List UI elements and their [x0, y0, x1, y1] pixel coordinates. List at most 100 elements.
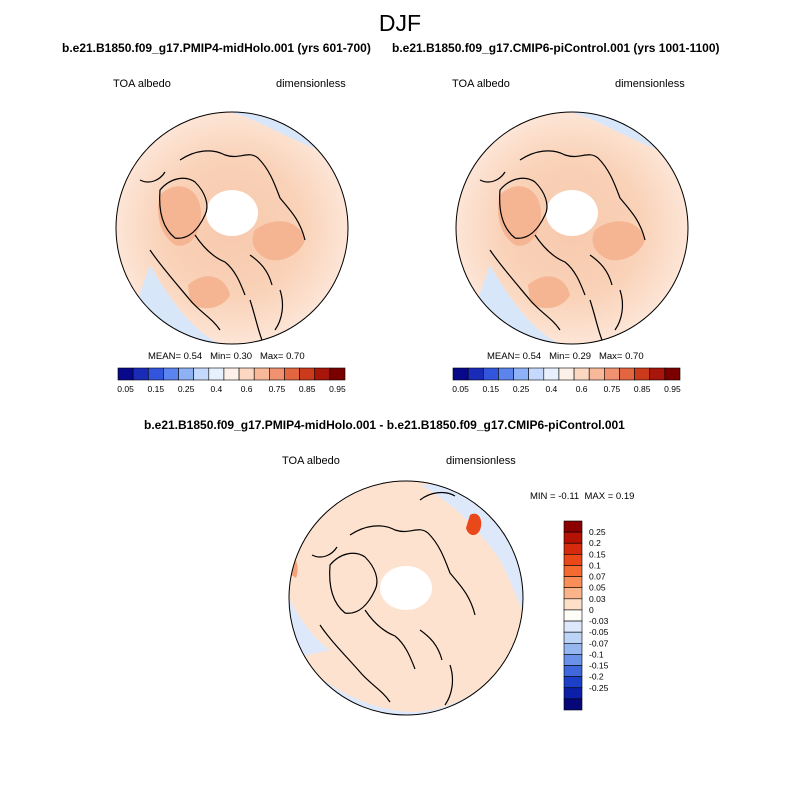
panel3-colorbar-tick-label: 0.1 — [589, 560, 601, 570]
panel2-pacific-low-albedo — [460, 265, 688, 344]
panel3-colorbar-tick-label: 0.25 — [589, 527, 606, 537]
panel1-colorbar-tick-label: 0.6 — [241, 384, 253, 394]
panel2-colorbar-box — [558, 367, 575, 381]
panel3-colorbar-box — [563, 531, 583, 544]
panel1-colorbar-box — [132, 367, 149, 381]
panel1-coastlines — [139, 150, 306, 341]
panel2-mean-value: 0.54 — [522, 351, 542, 362]
panel1-colorbar-tick-label: 0.4 — [210, 384, 222, 394]
panel2-siberia-orange — [592, 221, 645, 261]
panel3-colorbar-tick-label: -0.15 — [589, 661, 609, 671]
panel1-colorbar-box — [253, 367, 270, 381]
panel1-pole-hole — [206, 190, 258, 236]
panel2-max-label: Max= — [598, 351, 623, 362]
panel3-colorbar-box — [563, 687, 583, 700]
panel1-colorbar-box — [284, 367, 300, 381]
panel3-colorbar-tick-label: -0.03 — [589, 616, 609, 626]
panel1-colorbar: 0.05 0.15 0.25 0.4 0.6 0.75 0.85 0.95 — [117, 367, 346, 394]
panel3-positive-spot-2 — [289, 550, 298, 578]
panel2-colorbar-tick-label: 0.75 — [604, 384, 621, 394]
panel3-colorbar-tick-label: 0.03 — [589, 594, 606, 604]
figure-title: DJF — [378, 10, 422, 36]
panel3-colorbar-box — [563, 676, 583, 689]
panel1-colorbar-tick-label: 0.95 — [329, 384, 346, 394]
panel2-colorbar-tick-label: 0.6 — [576, 384, 588, 394]
panel2-colorbar-box — [452, 367, 469, 381]
panel2-stats: MEAN= 0.54 Min= 0.29 Max= 0.70 — [487, 351, 644, 362]
panel2-map-border — [455, 111, 689, 345]
panel1-min-label: Min= — [210, 351, 231, 362]
panel1-canada-orange — [188, 276, 230, 309]
panel3-colorbar-box — [563, 631, 583, 644]
panel3-colorbar-tick-label: 0.07 — [589, 572, 606, 582]
panel3-min-value: -0.11 — [558, 491, 580, 502]
panel3-case-title: b.e21.B1850.f09_g17.PMIP4-midHolo.001 - … — [144, 418, 625, 432]
panel2-case-title: b.e21.B1850.f09_g17.CMIP6-piControl.001 … — [392, 41, 720, 55]
panel1-max-label: Max= — [259, 351, 284, 362]
panel2-colorbar-tick-label: 0.15 — [483, 384, 500, 394]
panel1-colorbar-tick-label: 0.05 — [117, 384, 134, 394]
panel2-variable-label: TOA albedo — [452, 78, 510, 90]
panel3-colorbar-tick-label: 0.05 — [589, 583, 606, 593]
panel3-coastlines — [311, 491, 476, 706]
panel3-max-value: 0.19 — [615, 491, 635, 502]
panel3-colorbar-box — [563, 654, 583, 666]
panel1-colorbar-box — [193, 367, 210, 381]
panel1-max-value: 0.70 — [286, 351, 305, 362]
panel3-colorbar-box — [563, 609, 583, 622]
panel1-colorbar-box — [238, 367, 255, 381]
panel1-units-label: dimensionless — [276, 78, 346, 90]
panel1-siberia-orange — [252, 221, 305, 261]
panel1-colorbar-tick-label: 0.75 — [269, 384, 286, 394]
panel2-canada-orange — [528, 276, 570, 309]
panel2-colorbar-box — [664, 367, 681, 381]
panel2-colorbar-box — [619, 367, 635, 381]
panel3-colorbar-box — [563, 698, 583, 711]
panel2-colorbar-box — [634, 367, 651, 381]
panel2-colorbar-tick-label: 0.4 — [545, 384, 557, 394]
panel1-colorbar-box — [223, 367, 240, 381]
panel3-pole-hole — [380, 566, 432, 610]
panel1-colorbar-tick-label: 0.25 — [178, 384, 195, 394]
panel3-map — [288, 480, 524, 716]
panel3-positive-hotspot — [466, 513, 482, 536]
panel1-stats: MEAN= 0.54 Min= 0.30 Max= 0.70 — [148, 351, 305, 362]
panel3-colorbar-tick-label: -0.07 — [589, 638, 609, 648]
panel1-colorbar-tick-label: 0.85 — [299, 384, 316, 394]
panel2-colorbar-box — [604, 367, 620, 381]
panel1-variable-label: TOA albedo — [113, 78, 171, 90]
panel3-colorbar-box — [563, 620, 583, 633]
panel3-variable-label: TOA albedo — [282, 455, 340, 467]
panel2-mean-label: MEAN= — [487, 351, 520, 362]
panel2-coastlines — [479, 150, 646, 341]
panel2-colorbar-box — [513, 367, 529, 381]
panel2-colorbar-box — [467, 367, 484, 381]
panel3-colorbar-box — [563, 542, 583, 555]
panel2-min-label: Min= — [549, 351, 570, 362]
panel1-colorbar-box — [208, 367, 225, 381]
panel2-max-value: 0.70 — [625, 351, 644, 362]
panel1-case-title: b.e21.B1850.f09_g17.PMIP4-midHolo.001 (y… — [62, 41, 371, 55]
panel3-colorbar-tick-label: 0 — [589, 605, 594, 615]
panel3-colorbar-box — [563, 554, 583, 566]
panel1-colorbar-box — [178, 367, 194, 381]
panel1-colorbar-tick-label: 0.15 — [148, 384, 165, 394]
panel1-colorbar-box — [299, 367, 316, 381]
panel3-colorbar-tick-label: -0.1 — [589, 649, 604, 659]
panel2-colorbar: 0.05 0.15 0.25 0.4 0.6 0.75 0.85 0.95 — [452, 367, 681, 394]
panel2-colorbar-tick-label: 0.25 — [513, 384, 530, 394]
panel3-colorbar-tick-label: 0.2 — [589, 538, 601, 548]
panel1-mean-label: MEAN= — [148, 351, 181, 362]
panel1-colorbar-box — [147, 367, 164, 381]
panel2-units-label: dimensionless — [615, 78, 685, 90]
panel2-colorbar-box — [649, 367, 666, 381]
panel2-colorbar-box — [573, 367, 590, 381]
panel1-colorbar-box — [117, 367, 134, 381]
panel3-colorbar-tick-label: 0.15 — [589, 549, 606, 559]
panel2-colorbar-tick-label: 0.95 — [664, 384, 681, 394]
panel1-colorbar-box — [269, 367, 285, 381]
panel3-colorbar-tick-label: -0.05 — [589, 627, 609, 637]
panel2-colorbar-tick-label: 0.05 — [452, 384, 469, 394]
panel1-map — [115, 111, 349, 345]
